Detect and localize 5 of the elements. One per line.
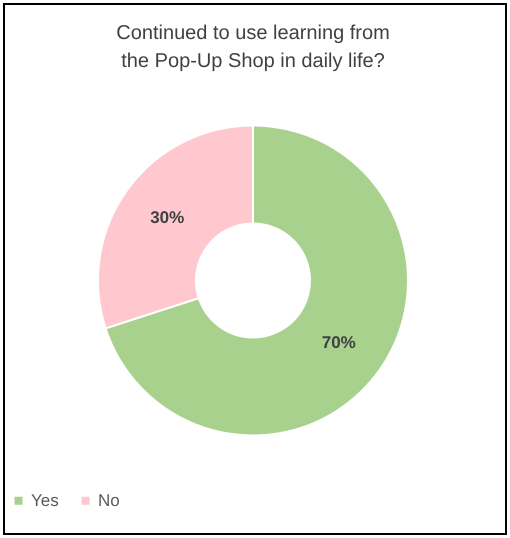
legend-label: Yes bbox=[31, 490, 59, 510]
legend-label: No bbox=[98, 490, 120, 510]
data-label: 30% bbox=[150, 208, 184, 228]
chart-title: Continued to use learning from the Pop-Up Shop in daily life? bbox=[116, 22, 390, 72]
data-label: 70% bbox=[322, 332, 356, 352]
